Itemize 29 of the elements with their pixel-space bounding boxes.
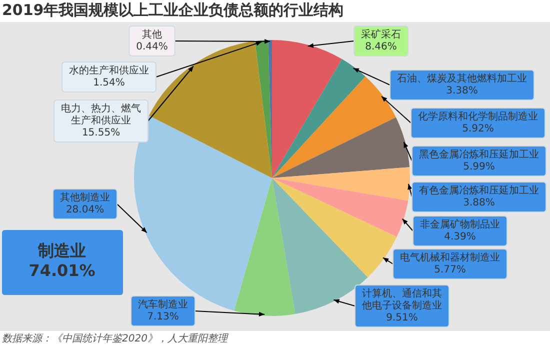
data-label: 1.54% xyxy=(93,78,125,89)
slice-label: 电气机械和器材制造业 xyxy=(400,252,500,264)
data-label: 5.77% xyxy=(434,264,466,276)
slice-label: 非金属矿物制品业 xyxy=(420,218,500,231)
data-label: 3.88% xyxy=(463,198,495,209)
slice-label: 电力、热力、燃气生产和供应业 xyxy=(61,102,141,127)
slice-label: 化学原料和化学制品制造业 xyxy=(418,110,538,123)
data-label: 8.46% xyxy=(365,42,397,53)
slice-label: 其他制造业 xyxy=(60,192,110,204)
data-label: 9.51% xyxy=(386,312,418,324)
data-label: 7.13% xyxy=(147,312,179,323)
slice-label: 采矿采石 xyxy=(361,28,401,41)
slice-label: 石油、煤炭及其他燃料加工业 xyxy=(397,72,527,85)
slice-label: 汽车制造业 xyxy=(138,298,188,311)
slice-label: 黑色金属冶炼和压延加工业 xyxy=(419,148,539,161)
slice-label: 其他 xyxy=(142,28,162,41)
chart-title: 2019年我国规模以上工业企业负债总额的行业结构 xyxy=(2,0,344,19)
source-note: 数据来源：《中国统计年鉴2020》，人大重阳整理 xyxy=(2,332,228,345)
data-label: 0.44% xyxy=(136,42,168,53)
data-label: 3.38% xyxy=(446,86,478,97)
data-label: 5.92% xyxy=(462,124,494,135)
slice-label: 计算机、通信和其他电子设备制造业 xyxy=(362,288,442,312)
data-label: 5.99% xyxy=(463,162,495,173)
text: 制造业 74.01% xyxy=(28,241,96,280)
data-label: 15.55% xyxy=(82,128,120,139)
data-label: 4.39% xyxy=(444,232,476,243)
slice-label: 有色金属冶炼和压延加工业 xyxy=(419,184,539,197)
data-label: 28.04% xyxy=(66,204,104,216)
slice-label: 水的生产和供应业 xyxy=(69,64,149,77)
